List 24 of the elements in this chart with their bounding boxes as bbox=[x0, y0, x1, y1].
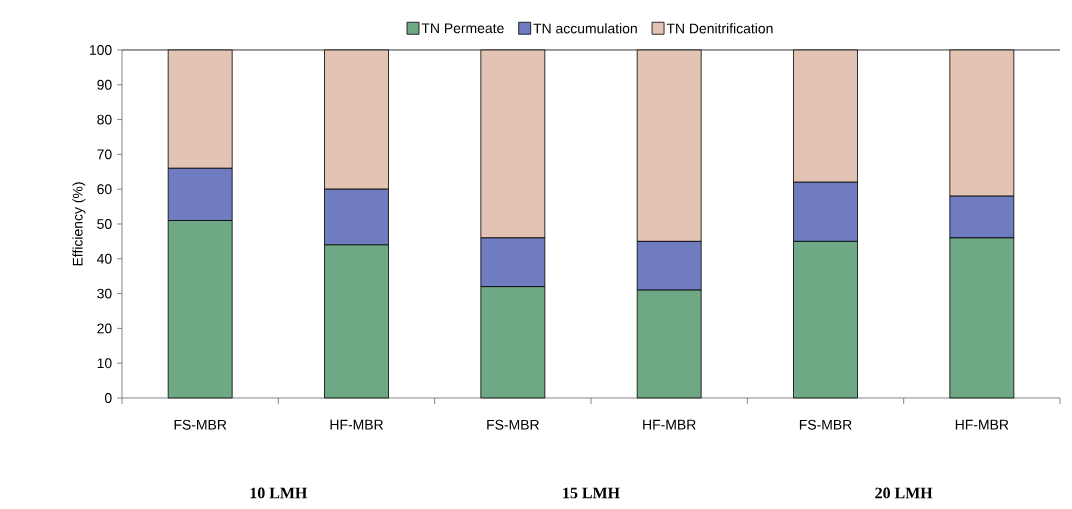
text: 15 LMH bbox=[563, 487, 620, 499]
text: 20 LMH bbox=[875, 487, 933, 499]
y-tick-label: 70 bbox=[97, 149, 112, 160]
y-tick-label: 20 bbox=[97, 323, 112, 334]
y-tick-label: 50 bbox=[97, 219, 112, 229]
x-tick-label: FS-MBR bbox=[487, 419, 539, 430]
y-tick-label: 10 bbox=[97, 358, 112, 369]
y-tick-label: 30 bbox=[97, 288, 112, 299]
legend-label: TN accumulation bbox=[533, 23, 637, 34]
y-tick-label: 100 bbox=[89, 45, 112, 55]
text: 10 LMH bbox=[250, 487, 308, 499]
x-tick-label: HF-MBR bbox=[955, 419, 1009, 430]
legend-label: TN Permeate bbox=[421, 23, 504, 34]
x-tick-label: HF-MBR bbox=[330, 419, 383, 430]
y-axis-title: Efficiency (%) bbox=[72, 182, 86, 266]
y-tick-label: 60 bbox=[97, 184, 112, 195]
x-tick-label: HF-MBR bbox=[643, 419, 696, 430]
y-tick-label: 80 bbox=[97, 114, 112, 125]
x-tick-label: FS-MBR bbox=[174, 419, 227, 430]
x-tick-label: FS-MBR bbox=[799, 419, 852, 430]
y-tick-label: 0 bbox=[104, 393, 112, 403]
legend-label: TN Denitrification bbox=[666, 23, 773, 34]
y-tick-label: 90 bbox=[97, 79, 112, 90]
y-tick-label: 40 bbox=[96, 253, 112, 264]
